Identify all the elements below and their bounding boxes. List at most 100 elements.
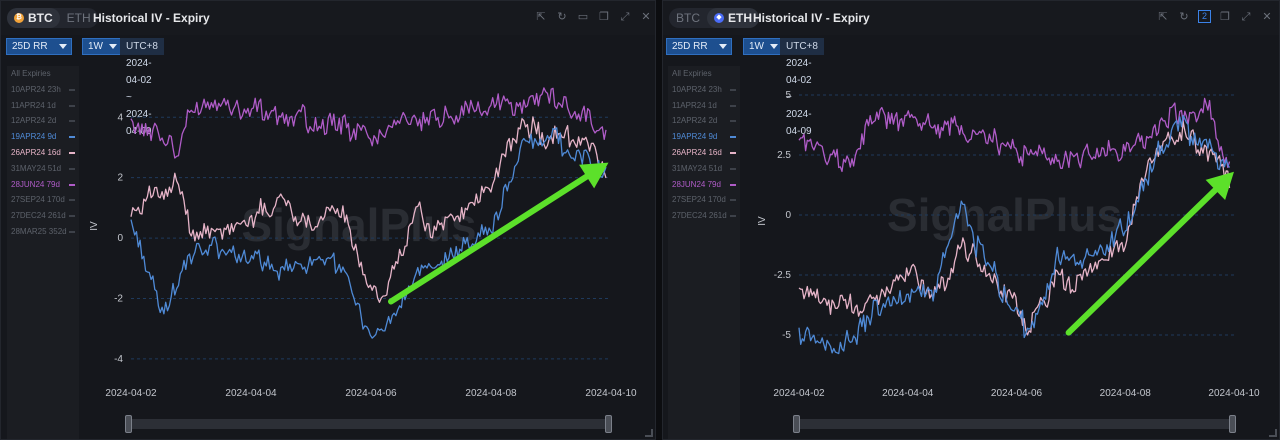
export-icon[interactable]: ⇱: [1158, 11, 1168, 23]
btc-icon: ₿: [14, 13, 24, 23]
metric-select[interactable]: 25D RR: [6, 38, 72, 55]
legend-swatch: [730, 88, 736, 91]
legend-item[interactable]: 28MAR25 352d: [7, 224, 79, 240]
panel-toolbar: ⇱ ↻ 2 ❐ ⤢ ✕: [1156, 10, 1274, 24]
resize-handle-icon[interactable]: [1269, 429, 1277, 437]
legend-item[interactable]: 28JUN24 79d: [7, 177, 79, 193]
slider-start-handle[interactable]: [125, 415, 132, 433]
legend-swatch: [69, 104, 75, 107]
eth-icon: ◆: [714, 13, 724, 23]
refresh-icon[interactable]: ↻: [1179, 11, 1189, 23]
time-range-slider[interactable]: [797, 419, 1235, 429]
legend-item[interactable]: 27SEP24 170d: [7, 192, 79, 208]
close-icon[interactable]: ✕: [1262, 11, 1272, 23]
legend-swatch: [730, 167, 736, 170]
coin-toggle: BTC ◆ ETH: [669, 8, 759, 28]
panel-titlebar: BTC ◆ ETH Historical IV - Expiry ⇱ ↻ 2 ❐…: [663, 1, 1279, 35]
expiry-legend: All Expiries 10APR24 23h 11APR24 1d 12APR2…: [668, 66, 740, 439]
copy-icon[interactable]: ❐: [1220, 11, 1230, 23]
legend-all-expiries[interactable]: All Expiries: [672, 69, 712, 78]
y-tick-label: -4: [114, 354, 123, 365]
legend-item-label: 31MAY24 51d: [672, 163, 723, 173]
x-tick-label: 2024-04-02: [105, 388, 157, 399]
close-icon[interactable]: ✕: [641, 11, 651, 23]
x-tick-label: 2024-04-06: [345, 388, 397, 399]
panel-title: Historical IV - Expiry: [93, 11, 210, 25]
legend-item-label: 27DEC24 261d: [672, 211, 727, 221]
legend-item[interactable]: 19APR24 9d: [7, 129, 79, 145]
metric-select[interactable]: 25D RR: [666, 38, 732, 55]
x-tick-label: 2024-04-02: [773, 388, 825, 399]
legend-item[interactable]: 19APR24 9d: [668, 129, 740, 145]
legend-all-expiries[interactable]: All Expiries: [11, 69, 51, 78]
legend-item[interactable]: 28JUN24 79d: [668, 177, 740, 193]
legend-item[interactable]: 27SEP24 170d: [668, 192, 740, 208]
legend-swatch: [69, 183, 75, 186]
period-select[interactable]: 1W: [82, 38, 122, 55]
series-line: [798, 114, 1231, 355]
y-tick-label: 4: [117, 112, 123, 123]
y-tick-label: 0: [785, 210, 791, 221]
x-tick-label: 2024-04-10: [1208, 388, 1260, 399]
legend-item[interactable]: 10APR24 23h: [7, 82, 79, 98]
x-tick-label: 2024-04-08: [1100, 388, 1152, 399]
y-tick-label: -5: [782, 330, 791, 341]
legend-item-label: 19APR24 9d: [672, 132, 718, 142]
legend-swatch: [730, 104, 736, 107]
y-tick-label: 2.5: [777, 150, 791, 161]
legend-swatch: [69, 120, 75, 123]
legend-item-label: 27SEP24 170d: [11, 195, 65, 205]
resize-handle-icon[interactable]: [645, 429, 653, 437]
slider-start-handle[interactable]: [793, 415, 800, 433]
y-tick-label: 2: [117, 173, 123, 184]
legend-item-label: 19APR24 9d: [11, 132, 57, 142]
coin-toggle: ₿ BTC ETH: [7, 8, 98, 28]
legend-item[interactable]: 27DEC24 261d: [7, 208, 79, 224]
legend-item-label: 11APR24 1d: [672, 100, 717, 110]
legend-item-label: 26APR24 16d: [672, 147, 722, 157]
legend-item-label: 12APR24 2d: [672, 116, 718, 126]
legend-swatch: [69, 151, 75, 154]
legend-item[interactable]: 26APR24 16d: [668, 145, 740, 161]
slider-end-handle[interactable]: [605, 415, 612, 433]
legend-item[interactable]: 12APR24 2d: [7, 113, 79, 129]
slider-end-handle[interactable]: [1229, 415, 1236, 433]
legend-item[interactable]: 10APR24 23h: [668, 82, 740, 98]
legend-swatch: [69, 199, 75, 202]
date-range-label: UTC+8 2024-04-02 ~ 2024-04-09: [780, 38, 824, 137]
legend-item-label: 11APR24 1d: [11, 100, 56, 110]
legend-item[interactable]: 27DEC24 261d: [668, 208, 740, 224]
y-axis-label: IV: [89, 221, 100, 231]
coin-btc-button[interactable]: ₿ BTC: [7, 8, 60, 28]
expand-icon[interactable]: ⤢: [1241, 11, 1251, 23]
chevron-down-icon: [59, 44, 67, 49]
legend-item[interactable]: 31MAY24 51d: [7, 161, 79, 177]
y-tick-label: 5: [785, 90, 791, 101]
chevron-down-icon: [770, 44, 778, 49]
legend-item[interactable]: 31MAY24 51d: [668, 161, 740, 177]
copy-icon[interactable]: ❐: [599, 11, 609, 23]
refresh-icon[interactable]: ↻: [557, 11, 567, 23]
expand-icon[interactable]: ⤢: [620, 11, 630, 23]
coin-eth-button[interactable]: ◆ ETH: [707, 8, 759, 28]
time-range-slider[interactable]: [129, 419, 611, 429]
x-tick-label: 2024-04-08: [465, 388, 517, 399]
layout-badge[interactable]: 2: [1198, 10, 1211, 23]
date-range-label: UTC+8 2024-04-02 ~ 2024-04-09: [120, 38, 164, 137]
legend-item[interactable]: 11APR24 1d: [7, 98, 79, 114]
legend-swatch: [730, 199, 736, 202]
legend-item-label: 12APR24 2d: [11, 116, 57, 126]
coin-eth-button[interactable]: ETH: [66, 11, 91, 25]
legend-item[interactable]: 26APR24 16d: [7, 145, 79, 161]
legend-swatch: [69, 230, 75, 233]
folder-icon[interactable]: ▭: [577, 11, 589, 23]
export-icon[interactable]: ⇱: [536, 11, 546, 23]
coin-btc-button[interactable]: BTC: [676, 11, 700, 25]
legend-item[interactable]: 11APR24 1d: [668, 98, 740, 114]
legend-item[interactable]: 12APR24 2d: [668, 113, 740, 129]
y-tick-label: -2.5: [774, 270, 792, 281]
trend-arrow-head: [1205, 171, 1234, 200]
watermark-text: SignalPlus: [241, 199, 476, 251]
btc-rr-chart[interactable]: SignalPlus -4 -2 0 2 4 2024-04-02 2024-04-04 202…: [1, 1, 656, 440]
